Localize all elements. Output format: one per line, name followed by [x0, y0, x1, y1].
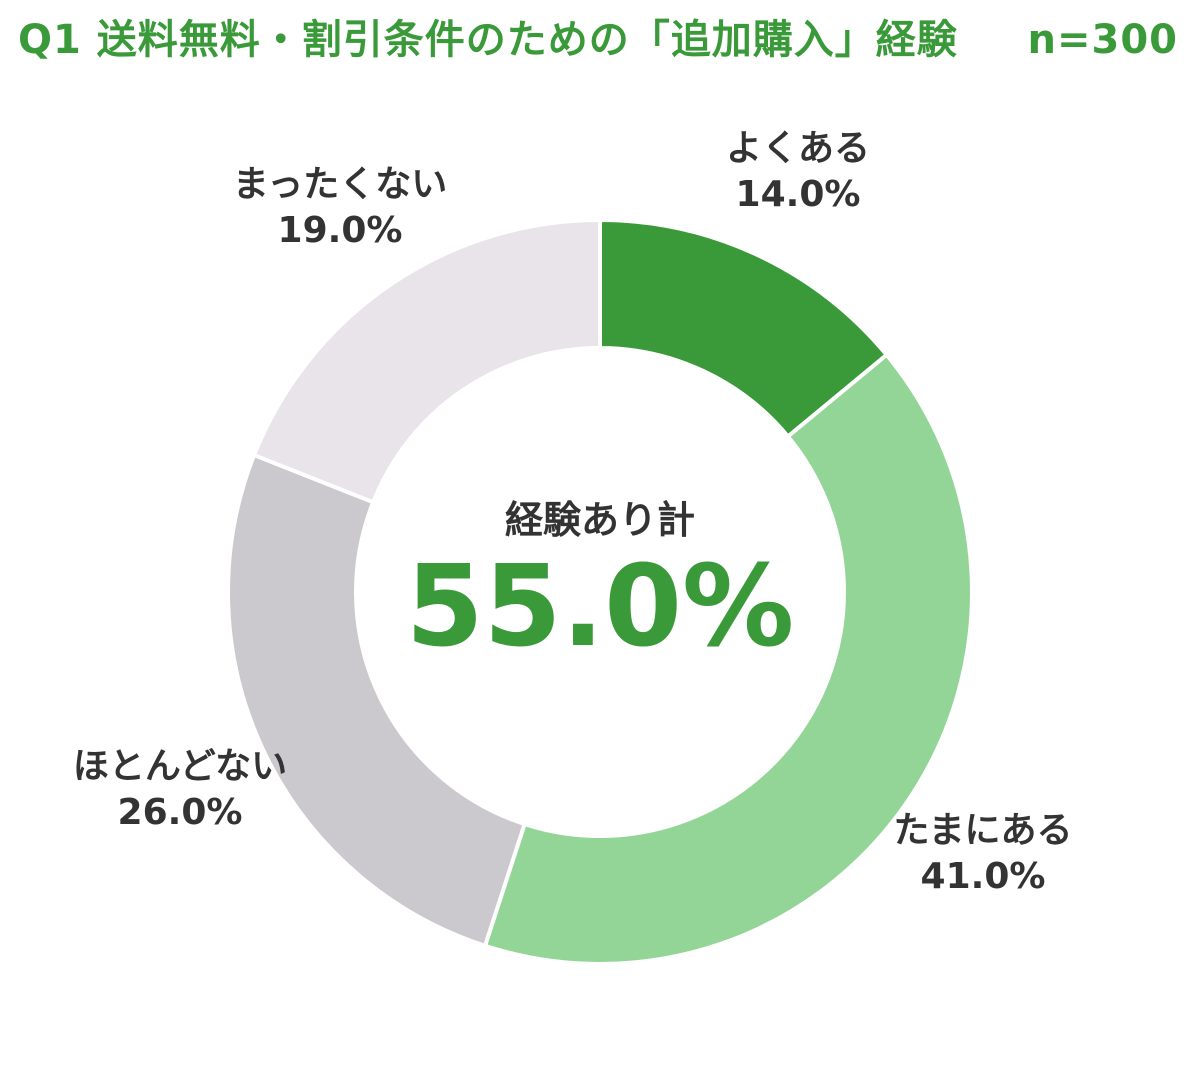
chart-title-text: Q1 送料無料・割引条件のための「追加購入」経験 [18, 17, 958, 63]
slice-2 [226, 452, 528, 949]
donut-slices [226, 217, 974, 966]
slice-label-0: よくある [726, 128, 870, 169]
slice-1 [482, 352, 974, 966]
center-caption: 経験あり計 [505, 498, 695, 542]
slice-label-3: まったくない [233, 164, 448, 205]
sample-size: n=300 [1027, 17, 1178, 63]
slice-labels: よくある 14.0% たまにある 41.0% ほとんどない 26.0% まったくない 19.0… [73, 128, 1073, 897]
slice-3 [251, 217, 602, 505]
center-value: 55.0% [406, 542, 795, 672]
slice-value-2: 26.0% [118, 792, 243, 833]
slice-label-1: たまにある [894, 810, 1073, 851]
slice-value-1: 41.0% [921, 856, 1046, 897]
slice-value-3: 19.0% [278, 210, 403, 251]
chart-title: Q1 送料無料・割引条件のための「追加購入」経験 n=300 [18, 14, 1188, 66]
slice-value-0: 14.0% [736, 174, 861, 215]
slice-label-2: ほとんどない [73, 746, 287, 787]
center-summary: 経験あり計 55.0% [406, 498, 795, 672]
